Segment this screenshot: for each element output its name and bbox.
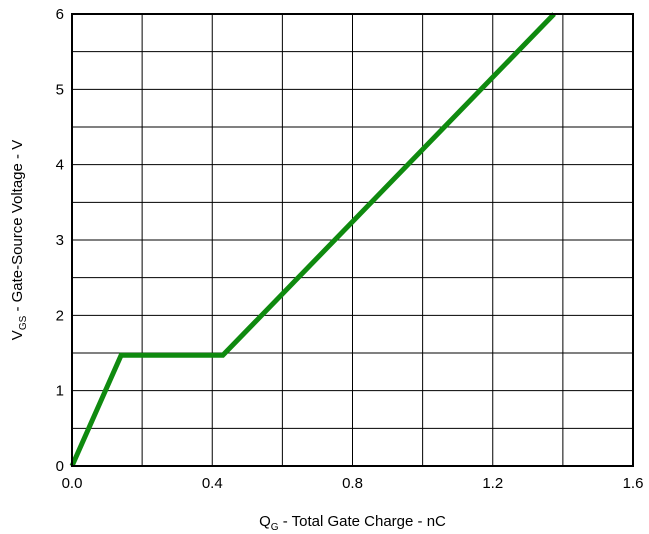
x-axis-subscript: G	[271, 522, 279, 533]
y-tick-labels: 0 1 2 3 4 5 6	[56, 6, 64, 475]
y-tick-label: 3	[56, 232, 64, 249]
y-tick-label: 4	[56, 157, 64, 174]
grid-lines	[72, 14, 633, 466]
x-tick-label: 0.0	[62, 475, 83, 492]
x-axis-symbol: Q	[259, 513, 271, 530]
series-line	[69, 12, 556, 468]
y-axis-subscript: GS	[18, 315, 29, 330]
x-tick-label: 1.2	[482, 475, 503, 492]
x-tick-labels: 0.0 0.4 0.8 1.2 1.6	[62, 475, 644, 492]
y-axis-symbol: V	[9, 330, 26, 340]
x-axis-label-text: - Total Gate Charge - nC	[279, 513, 446, 530]
x-tick-label: 0.4	[202, 475, 223, 492]
y-tick-label: 6	[56, 6, 64, 23]
x-tick-label: 0.8	[342, 475, 363, 492]
y-axis-title: VGS - Gate-Source Voltage - V	[9, 140, 29, 340]
x-tick-label: 1.6	[623, 475, 644, 492]
y-tick-label: 5	[56, 81, 64, 98]
y-axis-label-text: - Gate-Source Voltage - V	[9, 140, 26, 316]
y-tick-label: 0	[56, 458, 64, 475]
y-tick-label: 2	[56, 307, 64, 324]
series-layer	[69, 12, 556, 468]
y-tick-label: 1	[56, 383, 64, 400]
x-axis-title: QG - Total Gate Charge - nC	[259, 513, 446, 533]
plot-frame	[71, 13, 634, 467]
